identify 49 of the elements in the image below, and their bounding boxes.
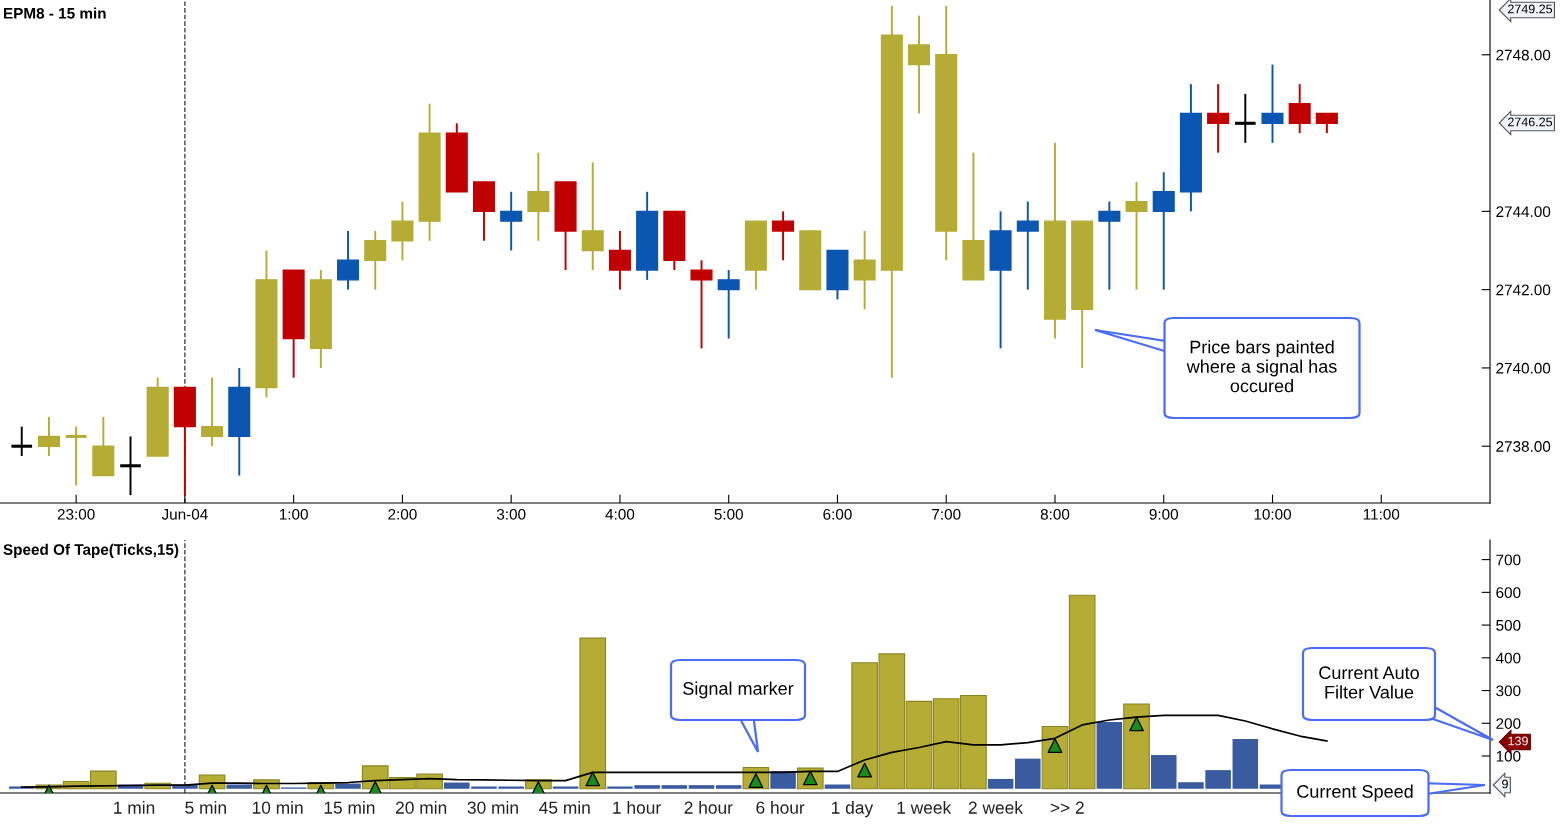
annotation: Price bars painted where a signal has occured <box>1186 340 1337 393</box>
text: 139 <box>1508 736 1528 746</box>
y-tick-label: 2744.00 <box>1496 206 1551 218</box>
y-tick-label: 100 <box>1496 750 1521 762</box>
x-tick-label: 6:00 <box>823 508 852 520</box>
x-tick-label: 7:00 <box>932 508 961 520</box>
text: 1 day <box>832 801 874 818</box>
x-tick-label: 8:00 <box>1040 508 1070 520</box>
text: 9 <box>1502 779 1508 789</box>
text: 2749.25 <box>1508 4 1553 14</box>
y-tick-label: 300 <box>1496 685 1521 697</box>
x-tick-label: 5:00 <box>714 508 743 520</box>
chart-title: Speed Of Tape(Ticks,15) <box>3 543 179 558</box>
text: 15 min <box>324 801 375 814</box>
text: 30 min <box>467 801 518 814</box>
x-tick-label: 3:00 <box>496 508 526 520</box>
text: 5 min <box>185 801 226 814</box>
x-tick-label: 23:00 <box>57 508 95 520</box>
x-tick-label: Jun-04 <box>161 508 208 520</box>
annotation: Signal marker <box>683 681 794 699</box>
y-tick-label: 2738.00 <box>1496 441 1551 452</box>
x-tick-label: 11:00 <box>1363 508 1400 520</box>
x-tick-label: 1:00 <box>279 508 308 520</box>
x-tick-label: 10:00 <box>1254 508 1292 520</box>
y-tick-label: 200 <box>1496 718 1521 729</box>
y-tick-label: 2740.00 <box>1496 362 1551 374</box>
text: 20 min <box>396 801 447 814</box>
y-tick-label: 400 <box>1495 652 1521 664</box>
text: 10 min <box>252 801 303 814</box>
text: 2746.25 <box>1508 117 1553 127</box>
annotation: Current Auto Filter Value <box>1319 666 1419 699</box>
text: 2 hour <box>684 801 733 814</box>
x-tick-label: 2:00 <box>388 508 417 520</box>
text: >> 2 <box>1050 801 1084 814</box>
text: 1 week <box>897 801 952 814</box>
y-tick-label: 700 <box>1496 554 1521 566</box>
text: 2 week <box>968 801 1024 814</box>
text: 1 hour <box>613 801 661 814</box>
x-tick-label: 4:00 <box>605 508 635 520</box>
text: 6 hour <box>756 801 805 814</box>
y-tick-label: 500 <box>1496 619 1521 631</box>
chart-title: EPM8 - 15 min <box>4 7 106 19</box>
text: 1 min <box>114 801 155 814</box>
annotation: Current Speed <box>1297 784 1413 802</box>
y-tick-label: 2748.00 <box>1496 49 1551 61</box>
x-tick-label: 9:00 <box>1149 508 1179 520</box>
y-tick-label: 2742.00 <box>1496 284 1551 296</box>
text: 45 min <box>539 801 590 814</box>
y-tick-label: 600 <box>1496 587 1521 599</box>
